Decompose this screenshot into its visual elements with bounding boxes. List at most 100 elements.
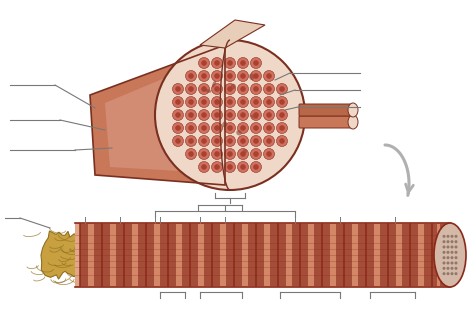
Circle shape (250, 84, 262, 94)
Circle shape (214, 73, 220, 79)
Bar (344, 224, 352, 286)
Circle shape (225, 123, 236, 133)
Ellipse shape (231, 84, 236, 89)
Circle shape (237, 123, 248, 133)
Circle shape (199, 162, 210, 172)
Circle shape (455, 267, 457, 270)
Circle shape (264, 70, 274, 82)
Circle shape (185, 109, 197, 121)
Circle shape (201, 99, 207, 105)
Circle shape (276, 84, 288, 94)
Ellipse shape (243, 149, 247, 154)
Circle shape (214, 151, 220, 157)
Bar (322, 224, 330, 286)
Circle shape (155, 40, 305, 190)
Circle shape (237, 84, 248, 94)
Circle shape (447, 267, 449, 270)
Bar (220, 224, 226, 286)
Circle shape (450, 240, 454, 243)
Circle shape (227, 138, 233, 144)
Circle shape (188, 86, 194, 92)
Circle shape (175, 99, 181, 105)
Ellipse shape (222, 122, 227, 127)
Bar (308, 224, 314, 286)
Circle shape (188, 73, 194, 79)
Circle shape (264, 84, 274, 94)
Circle shape (188, 151, 194, 157)
Circle shape (201, 151, 207, 157)
Bar (204, 224, 212, 286)
Circle shape (443, 235, 446, 238)
Bar (380, 224, 388, 286)
Circle shape (211, 109, 222, 121)
Circle shape (250, 162, 262, 172)
Ellipse shape (251, 115, 258, 119)
Circle shape (214, 112, 220, 118)
Circle shape (264, 135, 274, 147)
Bar (336, 224, 344, 286)
Circle shape (266, 86, 272, 92)
Circle shape (279, 112, 285, 118)
Circle shape (279, 86, 285, 92)
Bar (278, 224, 286, 286)
Bar (437, 224, 440, 286)
Circle shape (227, 151, 233, 157)
Circle shape (175, 112, 181, 118)
Circle shape (175, 125, 181, 131)
Bar (102, 224, 109, 286)
Circle shape (455, 235, 457, 238)
Circle shape (201, 112, 207, 118)
Circle shape (447, 261, 449, 265)
Bar (352, 224, 358, 286)
Circle shape (173, 84, 183, 94)
Circle shape (211, 148, 222, 159)
Circle shape (264, 123, 274, 133)
Circle shape (455, 240, 457, 243)
Circle shape (227, 99, 233, 105)
Bar (418, 224, 424, 286)
Bar (124, 224, 132, 286)
Circle shape (201, 60, 207, 66)
Bar (198, 224, 204, 286)
Circle shape (214, 125, 220, 131)
Circle shape (266, 151, 272, 157)
Bar (176, 224, 182, 286)
Circle shape (253, 125, 259, 131)
Circle shape (279, 99, 285, 105)
Circle shape (264, 148, 274, 159)
Ellipse shape (434, 223, 466, 287)
Circle shape (214, 86, 220, 92)
Circle shape (266, 99, 272, 105)
Circle shape (237, 70, 248, 82)
FancyBboxPatch shape (299, 104, 351, 116)
Circle shape (240, 73, 246, 79)
Circle shape (455, 245, 457, 249)
Circle shape (250, 109, 262, 121)
Circle shape (276, 135, 288, 147)
Circle shape (225, 148, 236, 159)
Circle shape (225, 109, 236, 121)
Circle shape (450, 261, 454, 265)
FancyBboxPatch shape (299, 116, 351, 128)
Circle shape (250, 97, 262, 108)
Bar (138, 224, 146, 286)
Bar (154, 224, 160, 286)
Circle shape (455, 256, 457, 259)
Circle shape (175, 86, 181, 92)
Circle shape (214, 99, 220, 105)
Circle shape (237, 97, 248, 108)
Circle shape (211, 70, 222, 82)
Circle shape (199, 135, 210, 147)
Circle shape (185, 148, 197, 159)
Circle shape (201, 138, 207, 144)
Circle shape (266, 73, 272, 79)
Circle shape (225, 70, 236, 82)
Bar (190, 224, 198, 286)
Circle shape (443, 267, 446, 270)
Circle shape (201, 86, 207, 92)
Circle shape (227, 73, 233, 79)
Circle shape (199, 148, 210, 159)
Circle shape (450, 245, 454, 249)
Circle shape (199, 84, 210, 94)
Bar (286, 224, 292, 286)
